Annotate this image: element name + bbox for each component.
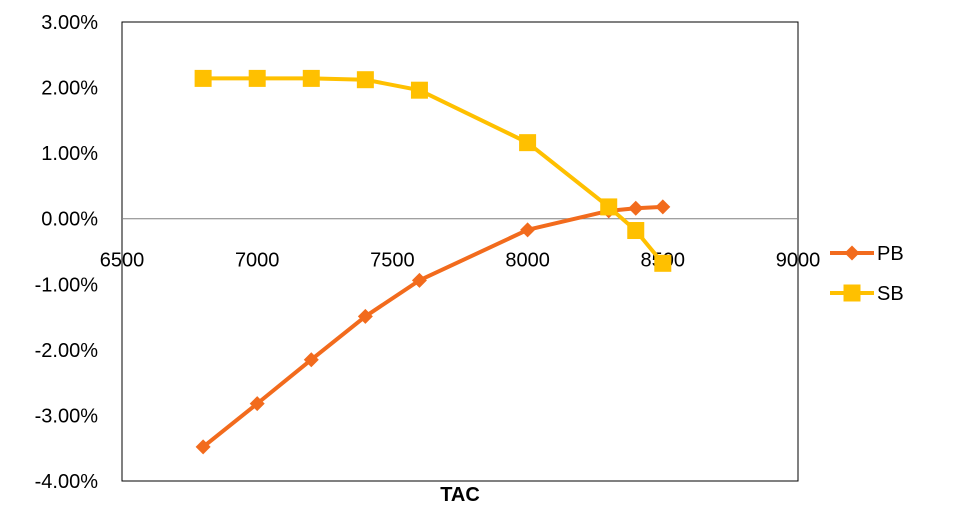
legend-marker-sb xyxy=(843,284,861,302)
legend-marker-pb xyxy=(844,245,860,261)
series-pb-point xyxy=(357,308,373,324)
legend-label-pb: PB xyxy=(877,243,904,265)
series-sb-point xyxy=(654,254,672,272)
legend-item-pb: PB xyxy=(830,243,904,265)
legend-item-sb: SB xyxy=(830,283,904,305)
series-sb-point xyxy=(410,81,428,99)
y-tick-label: -1.00% xyxy=(35,274,99,296)
x-tick-label: 7500 xyxy=(370,250,415,272)
x-axis-tick-labels: 650070007500800085009000 xyxy=(100,250,821,272)
y-tick-label: -2.00% xyxy=(35,340,99,362)
series-pb-point xyxy=(195,439,211,455)
series-sb-point xyxy=(519,134,537,152)
y-axis-tick-labels: 3.00% 2.00% 1.00% 0.00% -1.00% -2.00% -3.00% -4… xyxy=(35,12,99,493)
y-tick-label: 3.00% xyxy=(41,12,98,34)
y-tick-label: 0.00% xyxy=(41,209,98,231)
x-axis-title: TAC xyxy=(440,484,480,506)
series-sb-point xyxy=(194,69,212,87)
x-tick-label: 7000 xyxy=(235,250,280,272)
series-sb xyxy=(194,69,672,272)
y-tick-label: 2.00% xyxy=(41,78,98,100)
x-tick-label: 6500 xyxy=(100,250,145,272)
y-tick-label: 1.00% xyxy=(41,143,98,165)
series-pb-point xyxy=(520,222,536,238)
series-pb-point xyxy=(628,200,644,216)
series-sb-point xyxy=(627,222,645,240)
series-sb-point xyxy=(302,69,320,87)
series-pb-point xyxy=(655,199,671,215)
series-sb-point xyxy=(248,69,266,87)
series-pb-point xyxy=(411,272,427,288)
legend: PB SB xyxy=(830,243,904,305)
y-tick-label: -4.00% xyxy=(35,471,99,493)
series-pb-point xyxy=(303,352,319,368)
legend-label-sb: SB xyxy=(877,283,904,305)
x-tick-label: 8000 xyxy=(505,250,550,272)
y-tick-label: -3.00% xyxy=(35,405,99,427)
series-sb-point xyxy=(600,198,618,216)
series-pb-point xyxy=(249,396,265,412)
plot-area xyxy=(121,21,799,482)
series-sb-point xyxy=(356,71,374,89)
x-tick-label: 9000 xyxy=(776,250,821,272)
series-layer xyxy=(194,69,672,455)
